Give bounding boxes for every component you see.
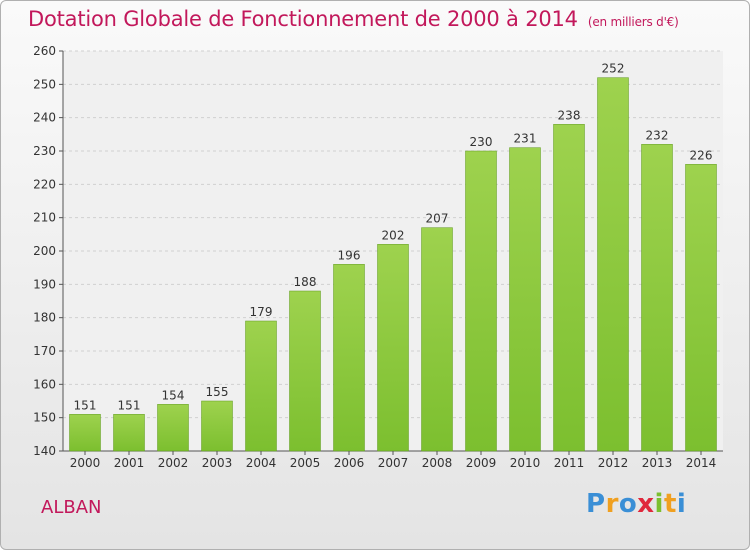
y-tick-label: 180 [33, 311, 56, 325]
y-tick-label: 260 [33, 44, 56, 58]
y-tick-label: 170 [33, 344, 56, 358]
chart-subtitle: (en milliers d'€) [587, 15, 679, 29]
y-tick-label: 200 [33, 244, 56, 258]
data-label: 238 [558, 108, 581, 122]
y-tick-label: 220 [33, 177, 56, 191]
bar [157, 404, 189, 452]
x-tick-label: 2010 [510, 456, 541, 470]
x-tick-label: 2006 [334, 456, 365, 470]
data-label: 151 [118, 398, 141, 412]
x-tick-label: 2012 [598, 456, 629, 470]
title-text: Dotation Globale de Fonctionnement de 20… [28, 7, 578, 31]
chart-title: Dotation Globale de Fonctionnement de 20… [28, 7, 679, 31]
x-tick-label: 2007 [378, 456, 409, 470]
logo-letter: P [586, 489, 606, 519]
y-tick-label: 140 [33, 444, 56, 458]
x-tick-label: 2009 [466, 456, 497, 470]
y-tick-label: 160 [33, 377, 56, 391]
x-tick-label: 2003 [202, 456, 233, 470]
proxiti-logo: Proxiti [586, 489, 686, 519]
logo-letter: r [605, 489, 619, 519]
y-tick-label: 210 [33, 211, 56, 225]
y-tick-label: 190 [33, 277, 56, 291]
x-tick-label: 2000 [70, 456, 101, 470]
x-tick-label: 2004 [246, 456, 277, 470]
data-label: 202 [382, 228, 405, 242]
x-tick-label: 2008 [422, 456, 453, 470]
bar [597, 77, 629, 452]
bar [641, 144, 673, 452]
x-tick-label: 2005 [290, 456, 321, 470]
bar [465, 150, 497, 452]
y-tick-label: 230 [33, 144, 56, 158]
bar [245, 320, 277, 452]
logo-letter: x [637, 489, 655, 519]
data-label: 207 [426, 212, 449, 226]
logo-letter: t [663, 489, 677, 519]
y-tick-label: 150 [33, 411, 56, 425]
bar [509, 147, 541, 452]
bar [289, 290, 321, 452]
x-tick-label: 2013 [642, 456, 673, 470]
logo-letter: o [618, 489, 638, 519]
x-tick-label: 2011 [554, 456, 585, 470]
data-label: 226 [690, 148, 713, 162]
bar [333, 264, 365, 452]
data-label: 252 [602, 62, 625, 76]
bar [69, 414, 101, 452]
x-tick-label: 2001 [114, 456, 145, 470]
bar [421, 227, 453, 452]
data-label: 230 [470, 135, 493, 149]
bar [113, 414, 145, 452]
data-label: 196 [338, 248, 361, 262]
x-tick-label: 2014 [686, 456, 717, 470]
data-label: 154 [162, 388, 185, 402]
bar [201, 400, 233, 452]
logo-letter: i [676, 489, 687, 519]
data-label: 232 [646, 128, 669, 142]
bar [377, 244, 409, 452]
data-label: 188 [294, 275, 317, 289]
data-label: 151 [74, 398, 97, 412]
commune-name: ALBAN [41, 497, 102, 518]
logo-letter: i [654, 489, 664, 519]
x-tick-label: 2002 [158, 456, 189, 470]
bar [685, 164, 717, 452]
bar [553, 124, 585, 452]
data-label: 155 [206, 385, 229, 399]
y-tick-label: 250 [33, 77, 56, 91]
y-tick-label: 240 [33, 111, 56, 125]
data-label: 179 [250, 305, 273, 319]
data-label: 231 [514, 132, 537, 146]
